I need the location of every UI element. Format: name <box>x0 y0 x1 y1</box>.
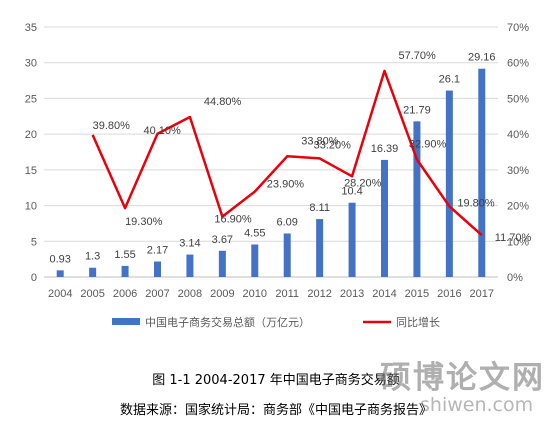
right-tick-label: 40% <box>507 129 529 141</box>
bar-data-label: 10.4 <box>341 186 362 198</box>
x-tick-label: 2004 <box>48 288 72 300</box>
bar <box>186 254 194 277</box>
x-tick-label: 2010 <box>243 288 267 300</box>
legend-line-label: 同比增长 <box>396 315 440 329</box>
x-tick-label: 2005 <box>80 288 104 300</box>
right-tick-label: 10% <box>507 236 529 248</box>
bar-data-label: 1.3 <box>85 251 100 263</box>
growth-line <box>91 69 483 237</box>
bar <box>56 270 64 277</box>
line-data-label: 39.80% <box>93 120 131 132</box>
legend: 中国电子商务交易总额（万亿元） 同比增长 <box>112 315 440 329</box>
x-tick-label: 2014 <box>372 288 396 300</box>
bar-data-labels: 0.93 1.3 1.55 2.17 3.14 3.67 4.55 6.09 8.11 10.4 1… <box>50 52 496 266</box>
x-tick-label: 2015 <box>405 288 429 300</box>
right-tick-label: 0% <box>507 272 523 284</box>
line-data-label: 16.90% <box>214 214 252 226</box>
bar <box>381 159 388 277</box>
bar-data-label: 2.17 <box>147 245 168 257</box>
bar-data-label: 21.79 <box>403 104 431 116</box>
x-tick-label: 2009 <box>210 288 234 300</box>
left-axis: 0 5 10 15 20 25 30 35 <box>25 22 37 284</box>
x-tick-label: 2008 <box>178 288 202 300</box>
source-caption: 数据来源：国家统计局：商务部《中国电子商务报告》 <box>119 403 432 418</box>
left-tick-label: 25 <box>25 93 37 105</box>
line-data-label: 23.90% <box>267 179 305 191</box>
x-tick-label: 2011 <box>275 288 299 300</box>
bar-data-label: 3.14 <box>179 238 200 250</box>
x-tick-label: 2006 <box>113 288 137 300</box>
bar-data-label: 16.39 <box>371 143 399 155</box>
left-tick-label: 35 <box>25 22 37 34</box>
line-data-label: 28.20% <box>344 177 382 189</box>
line-data-label: 33.80% <box>301 135 339 147</box>
figure-caption: 图 1-1 2004-2017 年中国电子商务交易额 <box>152 373 400 388</box>
x-tick-label: 2017 <box>470 288 494 300</box>
right-tick-label: 50% <box>507 93 529 105</box>
right-tick-label: 70% <box>507 22 529 34</box>
bar <box>445 90 453 277</box>
line-data-label: 32.90% <box>409 139 447 151</box>
line-data-label: 19.30% <box>125 216 163 228</box>
left-tick-label: 20 <box>25 129 37 141</box>
line-series <box>91 69 483 237</box>
bar <box>121 265 129 277</box>
bar <box>348 202 356 277</box>
bar <box>316 219 324 277</box>
right-tick-label: 30% <box>507 165 529 177</box>
x-tick-label: 2007 <box>145 288 169 300</box>
bar-data-label: 29.16 <box>468 52 496 64</box>
x-tick-label: 2013 <box>340 288 364 300</box>
left-tick-label: 0 <box>31 272 37 284</box>
right-tick-label: 60% <box>507 58 529 70</box>
bar-data-label: 0.93 <box>50 253 71 265</box>
bar-data-label: 6.09 <box>277 217 298 229</box>
bar <box>251 244 259 277</box>
line-data-label: 19.80% <box>457 197 495 209</box>
bar-data-label: 3.67 <box>212 234 233 246</box>
bar-data-label: 26.1 <box>439 74 460 86</box>
x-tick-label: 2012 <box>307 288 331 300</box>
left-tick-label: 15 <box>25 165 37 177</box>
legend-bar-swatch <box>112 318 140 325</box>
bar <box>283 233 291 277</box>
x-axis: 2004 2005 2006 2007 2008 2009 2010 2011 2012 2013… <box>44 276 498 300</box>
bar <box>413 121 421 277</box>
right-axis: 0% 10% 20% 30% 40% 50% 60% 70% <box>507 22 529 284</box>
bar-data-label: 1.55 <box>114 249 135 261</box>
legend-bar-label: 中国电子商务交易总额（万亿元） <box>145 315 310 329</box>
bar <box>154 261 161 277</box>
line-data-label: 33.20% <box>314 139 352 151</box>
line-data-label: 40.10% <box>144 125 182 137</box>
bar <box>218 250 226 277</box>
combo-chart: 0 5 10 15 20 25 30 35 0% 10% 20% 30% 40% 50% 60% 70% 2… <box>25 22 532 329</box>
line-data-labels: 39.80% 19.30% 40.10% 44.80% 16.90% 23.90% 33.8… <box>93 50 532 244</box>
left-tick-label: 30 <box>25 58 37 70</box>
bar-series <box>56 68 486 277</box>
left-tick-label: 5 <box>31 236 37 248</box>
gridlines <box>44 26 498 242</box>
right-tick-label: 20% <box>507 201 529 213</box>
bar <box>478 68 486 277</box>
line-data-label: 11.70% <box>495 232 532 244</box>
bar <box>89 267 97 277</box>
bar-data-label: 4.55 <box>244 228 265 240</box>
bar-data-label: 8.11 <box>309 202 330 214</box>
x-tick-label: 2016 <box>437 288 461 300</box>
line-data-label: 44.80% <box>204 96 242 108</box>
line-data-label: 57.70% <box>399 50 437 62</box>
left-tick-label: 10 <box>25 201 37 213</box>
